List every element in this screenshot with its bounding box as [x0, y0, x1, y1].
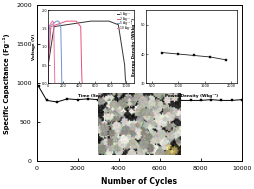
X-axis label: Number of Cycles: Number of Cycles — [101, 177, 177, 186]
Y-axis label: Specific Capacitance (Fg⁻¹): Specific Capacitance (Fg⁻¹) — [4, 33, 10, 134]
